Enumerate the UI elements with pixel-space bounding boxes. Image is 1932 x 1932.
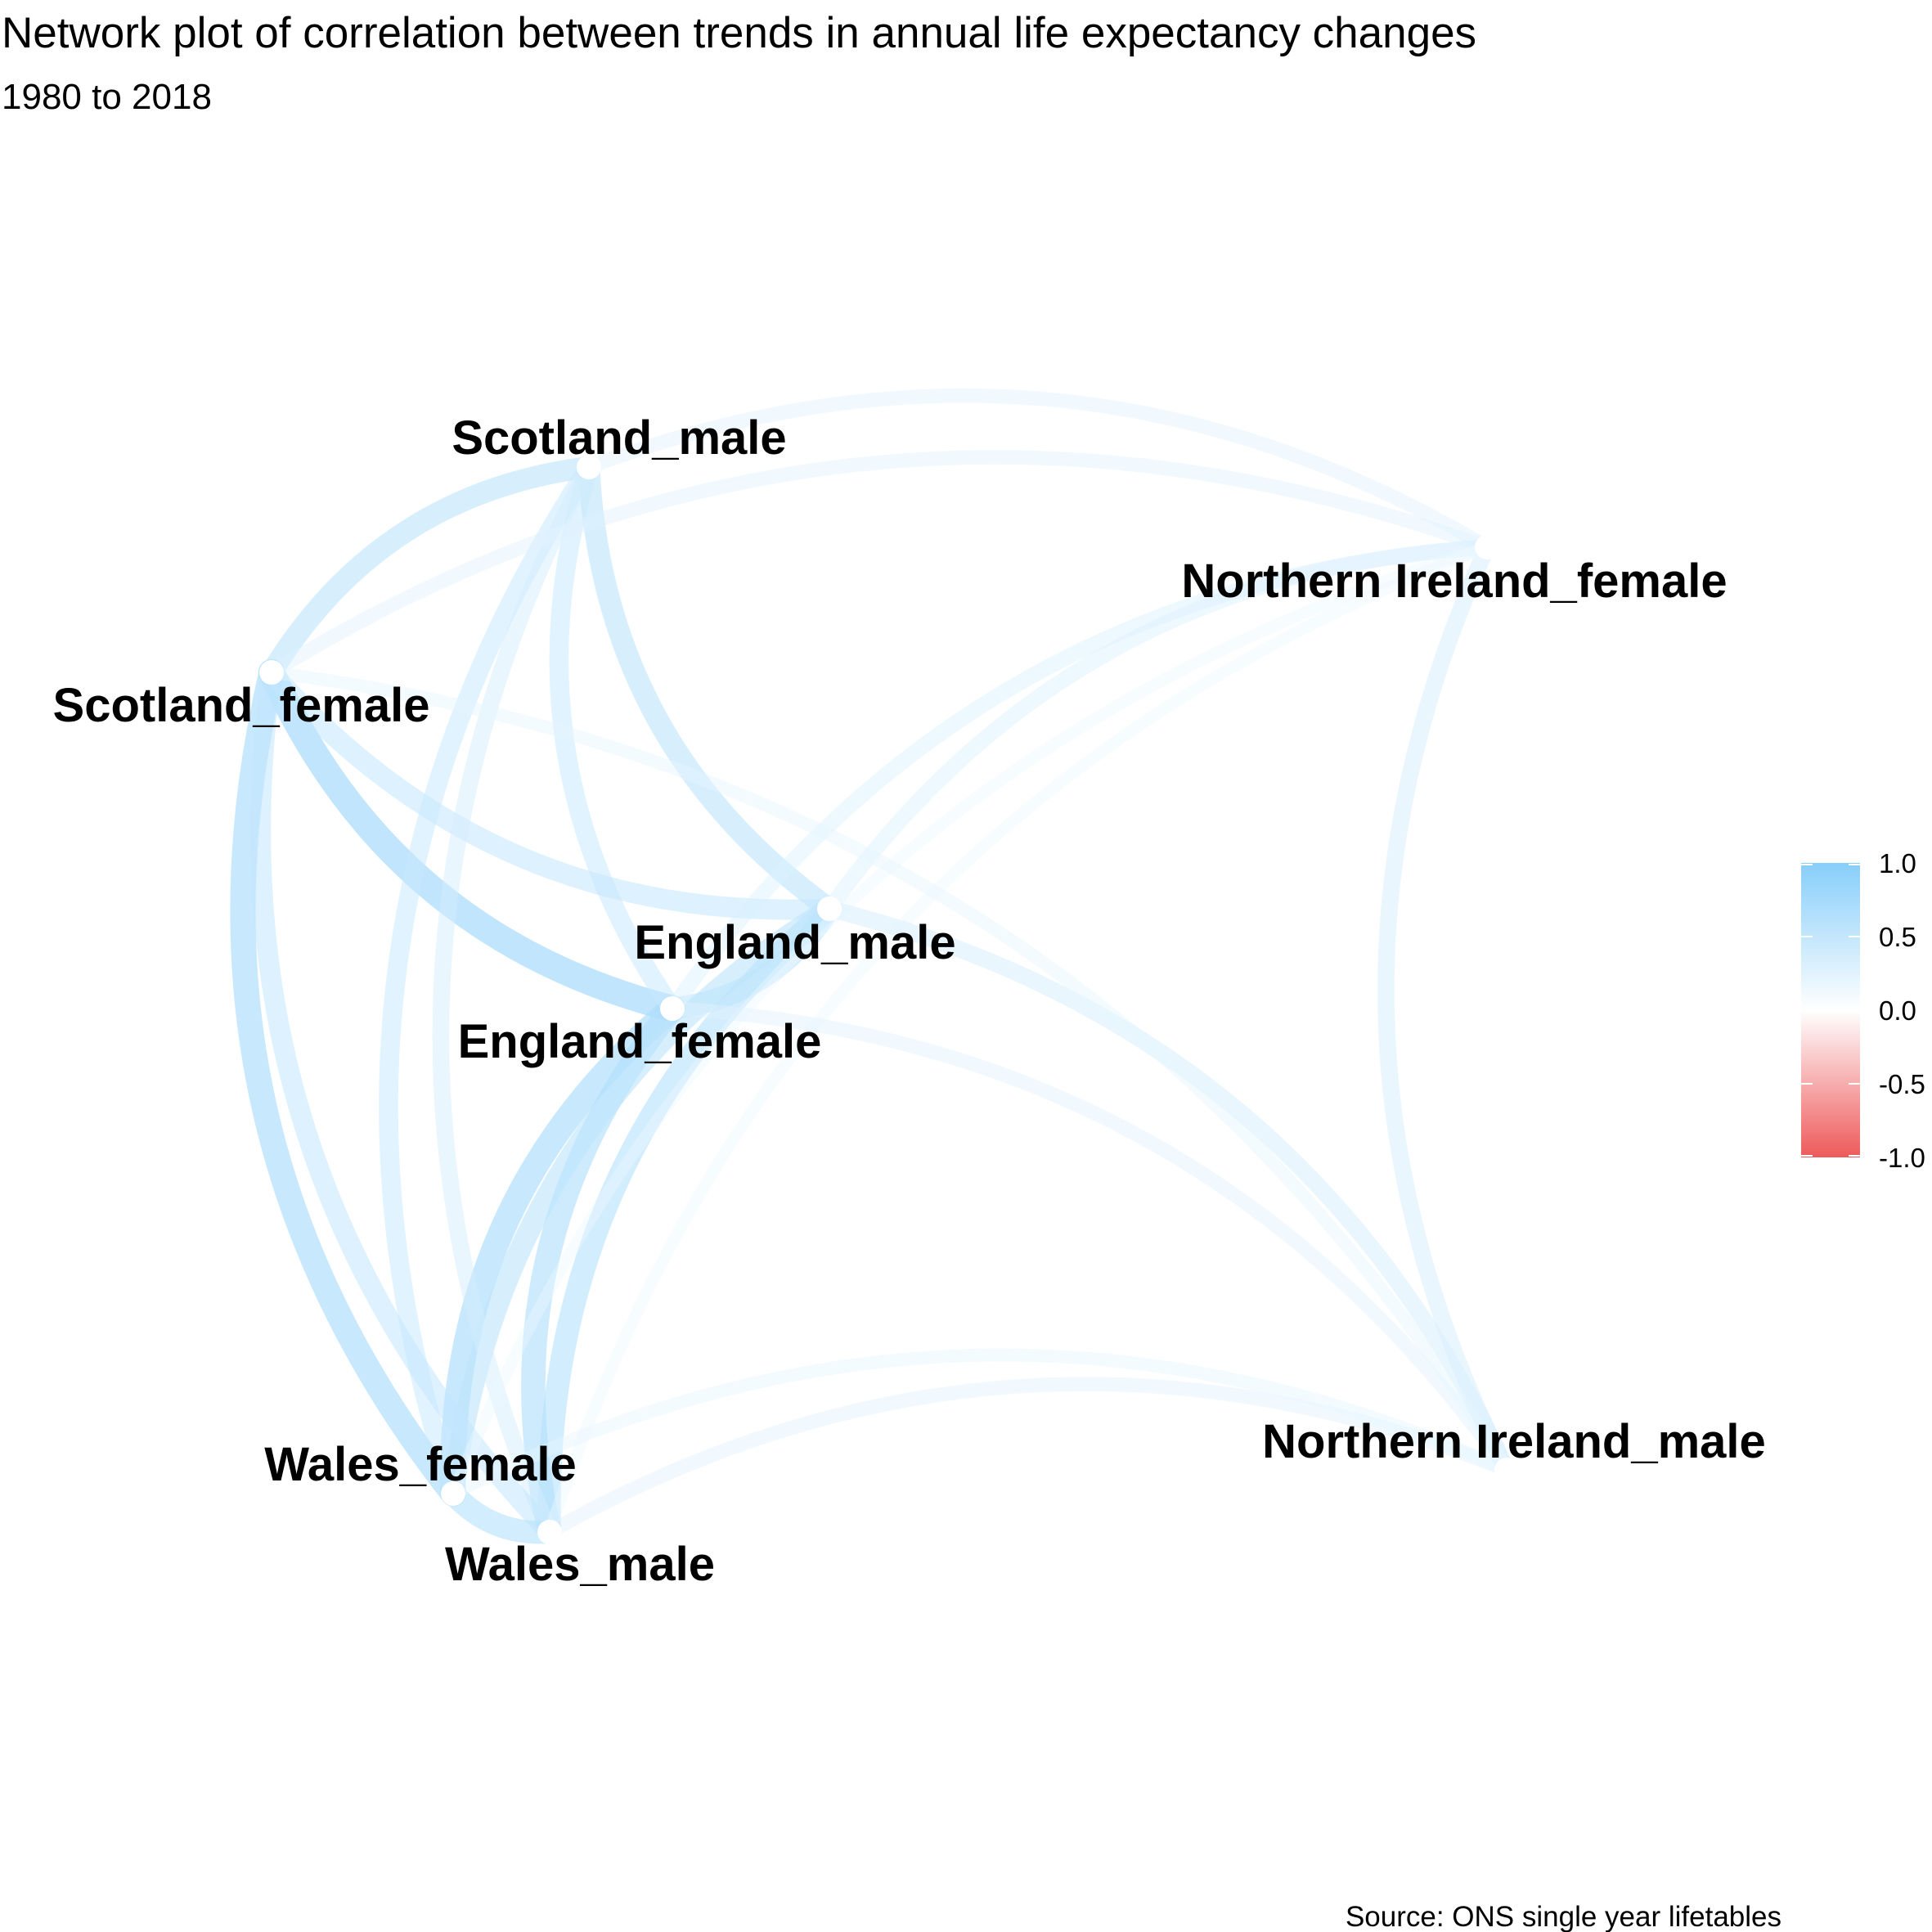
node-label-Wales_male: Wales_male (445, 1538, 715, 1591)
node-labels-layer: Scotland_male Scotland_female Northern Ire… (53, 411, 1766, 1591)
chart-subtitle: 1980 to 2018 (2, 77, 212, 117)
node-label-England_male: England_male (634, 916, 955, 969)
node-label-England_female: England_female (458, 1015, 822, 1068)
node-label-Scotland_male: Scotland_male (452, 411, 786, 465)
edge-Scotland_male-England_male (589, 467, 829, 909)
node-label-Northern Ireland_female: Northern Ireland_female (1181, 555, 1727, 608)
chart-title: Network plot of correlation between tren… (2, 9, 1476, 57)
legend-tick-label: -0.5 (1879, 1069, 1925, 1099)
node-label-Scotland_female: Scotland_female (53, 679, 430, 732)
color-legend: 1.0 0.5 0.0 -0.5 -1.0 (1801, 848, 1925, 1173)
edge-Northern Ireland_female-Northern Ireland_male (1386, 547, 1507, 1470)
legend-tick-label: 1.0 (1879, 848, 1916, 878)
legend-tick-label: 0.0 (1879, 995, 1916, 1026)
legend-tick-label: -1.0 (1879, 1143, 1925, 1173)
chart-caption: Source: ONS single year lifetables (1346, 1901, 1781, 1932)
legend-tick-label: 0.5 (1879, 922, 1916, 952)
node-label-Northern Ireland_male: Northern Ireland_male (1262, 1415, 1766, 1468)
node-label-Wales_female: Wales_female (264, 1438, 577, 1491)
